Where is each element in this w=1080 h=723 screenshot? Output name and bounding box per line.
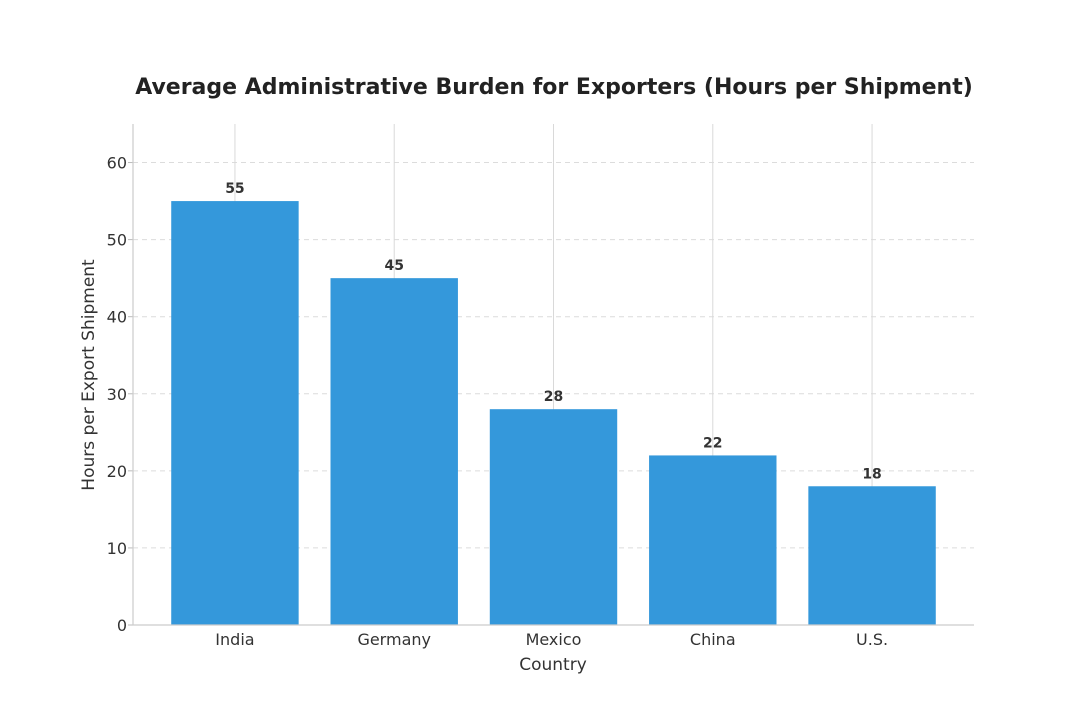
y-tick-label: 50 [107,231,127,250]
bar-mexico [489,409,618,625]
y-tick-label: 40 [107,308,127,327]
bar-india [171,201,299,626]
bar-china [649,455,777,625]
data-label: 55 [225,181,244,197]
axes: 0 10 20 30 40 50 60 India Germany Mexico China U.S. [107,124,974,649]
y-tick-label: 0 [117,616,127,635]
data-label: 22 [703,435,722,451]
chart-title: Average Administrative Burden for Export… [135,75,973,100]
x-tick-label: China [690,630,736,649]
x-tick-label: India [215,630,254,649]
y-tick-label: 20 [107,462,127,481]
y-tick-label: 10 [107,539,127,558]
bar-us [808,486,936,625]
y-tick-label: 60 [107,154,127,173]
data-labels: 55 45 28 22 18 [225,181,882,482]
data-label: 18 [862,466,881,482]
x-axis-label: Country [519,655,587,675]
data-label: 45 [384,258,403,274]
x-tick-label: Mexico [526,630,582,649]
bar-germany [330,278,458,625]
x-tick-label: U.S. [856,630,888,649]
y-tick-label: 30 [107,385,127,404]
y-axis-label: Hours per Export Shipment [79,259,99,491]
data-label: 28 [544,389,563,405]
bars [171,201,936,626]
x-tick-label: Germany [357,630,431,649]
